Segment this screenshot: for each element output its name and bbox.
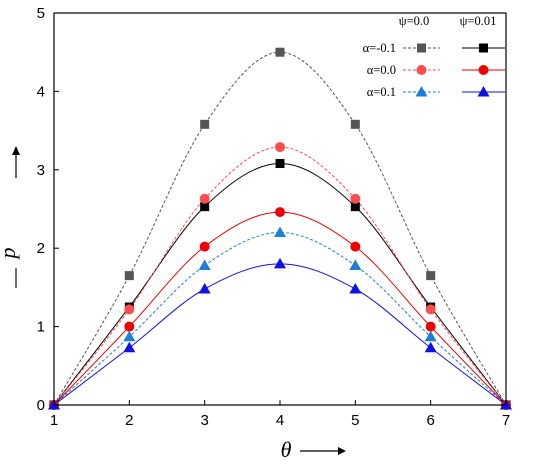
legend-header-psi-001: ψ=0.01 — [460, 14, 497, 28]
series-4-point-3 — [274, 226, 286, 238]
legend-marker-0 — [417, 43, 426, 53]
x-axis-ticks: 1 2 3 4 5 6 7 — [50, 400, 510, 429]
legend: ψ=0.0 ψ=0.01 α=-0.1 α=0.0 α=0.1 — [363, 14, 505, 99]
y-tick-label: 5 — [37, 5, 45, 22]
series-4-point-5 — [424, 330, 437, 342]
legend-marker-2 — [416, 65, 427, 75]
series-3-point-3 — [275, 207, 285, 218]
y-axis-arrow — [12, 146, 20, 178]
x-tick-label: 5 — [351, 412, 359, 429]
series-4-point-2 — [198, 259, 211, 270]
series-line-3 — [53, 211, 507, 406]
series-3-point-1 — [124, 321, 135, 332]
legend-marker-1 — [479, 43, 488, 53]
y-tick-label: 1 — [37, 319, 45, 336]
series-2-point-3 — [275, 142, 285, 153]
x-tick-label: 6 — [426, 412, 434, 429]
series-line-2 — [53, 146, 507, 406]
series-5-point-5 — [424, 341, 437, 353]
y-tick-label: 3 — [37, 162, 45, 179]
markers-layer — [48, 47, 512, 410]
legend-marker-5 — [477, 86, 490, 97]
x-axis-arrow — [300, 447, 346, 455]
series-3-point-5 — [425, 321, 436, 332]
y-tick-label: 2 — [37, 240, 45, 257]
series-4-point-4 — [349, 259, 362, 270]
series-4-point-1 — [123, 330, 136, 342]
series-2-point-1 — [124, 304, 135, 315]
series-0-point-5 — [426, 271, 436, 281]
series-0-point-1 — [124, 271, 134, 281]
x-tick-label: 7 — [502, 412, 510, 429]
series-1-point-3 — [275, 159, 285, 169]
legend-row-alpha-neg01: α=-0.1 — [363, 41, 396, 55]
series-3-point-4 — [350, 241, 361, 252]
legend-samples — [403, 43, 505, 97]
legend-marker-3 — [478, 65, 489, 75]
y-tick-label: 4 — [37, 83, 45, 100]
x-tick-label: 4 — [276, 412, 284, 429]
series-5-point-3 — [274, 257, 286, 269]
x-tick-label: 1 — [50, 412, 58, 429]
legend-header-psi-0: ψ=0.0 — [399, 14, 430, 28]
legend-row-alpha-01: α=0.1 — [367, 85, 396, 99]
y-tick-label: 0 — [37, 397, 45, 414]
series-3-point-2 — [199, 241, 210, 252]
x-tick-label: 3 — [200, 412, 208, 429]
x-axis-title: θ — [281, 437, 292, 462]
legend-row-alpha-0: α=0.0 — [367, 63, 396, 77]
y-axis-title: p — [0, 248, 20, 261]
series-1-point-2 — [200, 202, 210, 212]
x-tick-label: 2 — [125, 412, 133, 429]
series-0-point-2 — [200, 119, 210, 129]
legend-marker-4 — [415, 86, 428, 97]
y-axis-ticks: 0 1 2 3 4 5 — [37, 5, 59, 414]
series-0-point-4 — [350, 119, 360, 129]
series-1-point-4 — [350, 202, 360, 212]
series-5-point-4 — [349, 282, 362, 294]
series-2-point-5 — [425, 304, 436, 315]
series-2-point-2 — [199, 193, 210, 204]
series-2-point-4 — [350, 193, 361, 204]
series-line-1 — [53, 163, 507, 406]
series-0-point-3 — [275, 47, 285, 57]
series-5-point-1 — [123, 341, 136, 353]
series-5-point-2 — [198, 282, 211, 294]
